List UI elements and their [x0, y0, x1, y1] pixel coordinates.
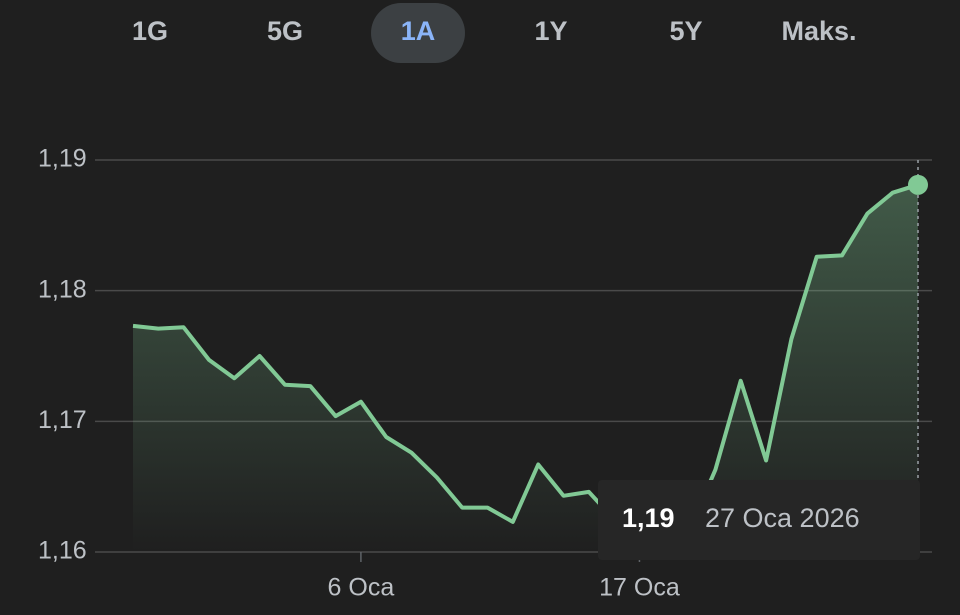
area	[133, 184, 918, 553]
y-tick-label: 1,18	[38, 275, 87, 303]
tab[interactable]: 1Y	[534, 16, 567, 46]
tab[interactable]: 5G	[267, 16, 303, 46]
tooltip-value: 1,19	[622, 503, 675, 533]
tooltip-date: 27 Oca 2026	[705, 503, 860, 533]
line	[132, 182, 919, 547]
x-tick-label: 17 Oca	[599, 574, 680, 602]
tab[interactable]: 5Y	[669, 16, 702, 46]
y-tick-label: 1,16	[38, 537, 87, 565]
y-tick-label: 1,17	[38, 406, 87, 434]
tab[interactable]: 1A	[401, 16, 436, 46]
y-tick-label: 1,19	[38, 145, 87, 173]
tooltip-box	[598, 480, 920, 560]
tab-highlight	[371, 3, 465, 63]
point	[908, 174, 928, 195]
tab[interactable]: 1G	[132, 16, 168, 46]
x-tick-label: 6 Oca	[328, 574, 395, 602]
tooltip: 1,19 27 Oca 2026	[598, 480, 920, 560]
tab[interactable]: Maks.	[781, 16, 856, 46]
